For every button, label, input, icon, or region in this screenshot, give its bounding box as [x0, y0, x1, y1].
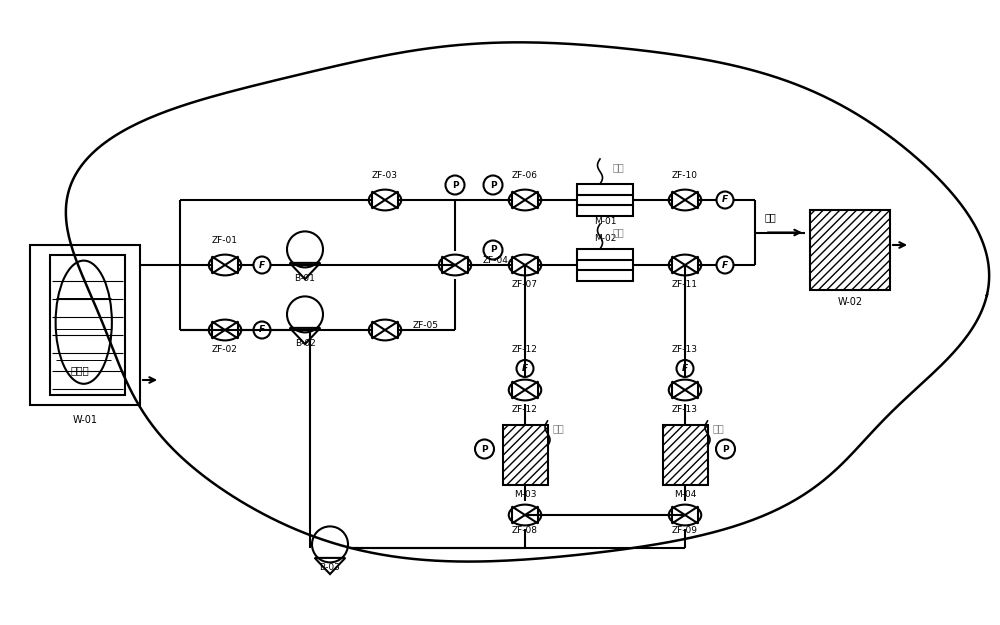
Text: W-02: W-02 — [837, 297, 863, 307]
Text: 产水: 产水 — [712, 423, 724, 433]
Text: F: F — [722, 261, 728, 269]
Text: ZF-04: ZF-04 — [483, 256, 509, 265]
Text: P: P — [490, 181, 496, 189]
Text: ZF-11: ZF-11 — [672, 280, 698, 289]
Bar — [810, 210, 890, 290]
Text: ZF-03: ZF-03 — [372, 171, 398, 180]
Text: 产水: 产水 — [613, 162, 625, 172]
Text: ZF-01: ZF-01 — [212, 236, 238, 245]
Text: ZF-12: ZF-12 — [512, 405, 538, 414]
Text: 浓水: 浓水 — [764, 213, 776, 222]
Text: M-03: M-03 — [514, 490, 536, 499]
Text: ZF-10: ZF-10 — [672, 171, 698, 180]
Text: 产水: 产水 — [552, 423, 564, 433]
Text: ZF-02: ZF-02 — [212, 345, 238, 354]
Text: F: F — [722, 196, 728, 204]
Text: ZF-12: ZF-12 — [512, 345, 538, 354]
Text: F: F — [682, 364, 688, 373]
Text: F: F — [259, 261, 265, 269]
Text: P: P — [722, 444, 729, 454]
Text: W-01: W-01 — [72, 415, 98, 425]
Text: B-01: B-01 — [295, 274, 315, 283]
Bar — [662, 425, 708, 485]
Text: ZF-09: ZF-09 — [672, 526, 698, 535]
Text: B-03: B-03 — [320, 563, 340, 572]
Bar — [577, 249, 633, 281]
Text: 产水: 产水 — [613, 227, 625, 237]
Text: ZF-07: ZF-07 — [512, 280, 538, 289]
Text: F: F — [522, 364, 528, 373]
Text: P: P — [452, 181, 458, 189]
Text: 原水池: 原水池 — [70, 365, 89, 375]
Text: ZF-08: ZF-08 — [512, 526, 538, 535]
Text: M-02: M-02 — [594, 234, 616, 243]
Text: ZF-13: ZF-13 — [672, 405, 698, 414]
Bar — [50, 255, 125, 395]
Text: M-04: M-04 — [674, 490, 696, 499]
Text: F: F — [259, 326, 265, 334]
Text: ZF-05: ZF-05 — [413, 321, 439, 330]
Text: M-01: M-01 — [594, 217, 616, 226]
Text: ZF-13: ZF-13 — [672, 345, 698, 354]
Bar — [30, 245, 140, 405]
Text: ZF-06: ZF-06 — [512, 171, 538, 180]
Bar — [503, 425, 548, 485]
Bar — [577, 184, 633, 216]
Text: P: P — [481, 444, 488, 454]
Text: B-02: B-02 — [295, 339, 315, 348]
Text: P: P — [490, 246, 496, 254]
